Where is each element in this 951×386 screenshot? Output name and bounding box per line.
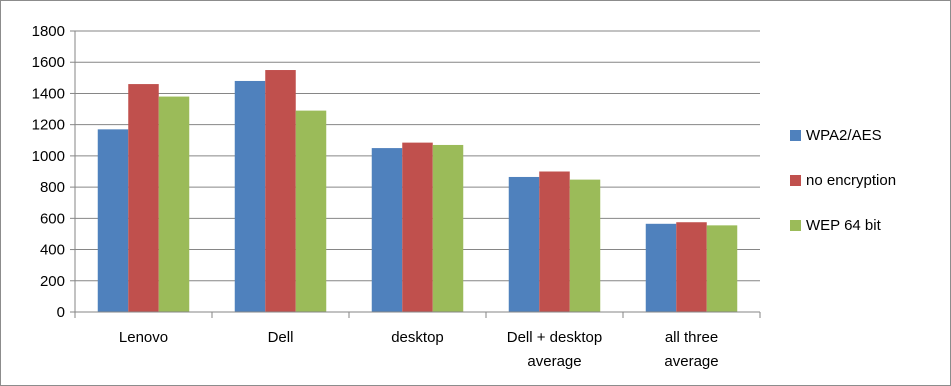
bar-wpa2-aes-1	[234, 80, 266, 312]
bars	[97, 70, 738, 313]
x-category-label: desktop	[391, 329, 444, 346]
y-tick-label: 600	[40, 210, 65, 227]
legend-label: WEP 64 bit	[806, 217, 882, 234]
y-tick-label: 1000	[32, 148, 65, 165]
y-tick-label: 800	[40, 179, 65, 196]
category-labels: Lenovo Dell desktop Dell + desktop average al…	[119, 329, 719, 370]
y-tick-label: 1400	[32, 85, 65, 102]
bar-wep-64-bit-1	[295, 110, 327, 312]
legend-swatch	[790, 220, 801, 231]
bar-no-encryption-4	[676, 222, 707, 312]
bar-wpa2-aes-3	[508, 176, 540, 312]
y-axis-ticks: 0 200 400 600 800 1000 1200 1400 1600 1800	[32, 23, 75, 321]
y-tick-label: 0	[57, 304, 65, 321]
legend-swatch	[790, 130, 801, 141]
bar-no-encryption-3	[539, 171, 570, 312]
legend-swatch	[790, 175, 801, 186]
bar-wep-64-bit-0	[158, 96, 190, 312]
legend-label: WPA2/AES	[806, 127, 882, 144]
legend-label: no encryption	[806, 172, 896, 189]
y-tick-label: 1800	[32, 23, 65, 40]
y-tick-label: 400	[40, 242, 65, 259]
bar-wep-64-bit-4	[706, 225, 738, 312]
legend: WPA2/AES no encryption WEP 64 bit	[790, 127, 896, 234]
x-category-label: Dell	[268, 329, 294, 346]
x-category-label: all three average	[664, 329, 718, 370]
y-tick-label: 1200	[32, 117, 65, 134]
y-tick-label: 1600	[32, 54, 65, 71]
bar-wpa2-aes-0	[97, 129, 129, 312]
x-category-label: Lenovo	[119, 329, 168, 346]
bar-wep-64-bit-2	[432, 144, 464, 312]
y-tick-label: 200	[40, 273, 65, 290]
bar-wpa2-aes-2	[371, 148, 403, 312]
bar-no-encryption-2	[402, 142, 433, 312]
bar-no-encryption-0	[128, 84, 159, 312]
bar-no-encryption-1	[265, 70, 296, 313]
x-category-label: Dell + desktop average	[507, 329, 602, 370]
axes	[74, 31, 761, 318]
bar-wpa2-aes-4	[645, 223, 677, 312]
bar-wep-64-bit-3	[569, 179, 601, 312]
